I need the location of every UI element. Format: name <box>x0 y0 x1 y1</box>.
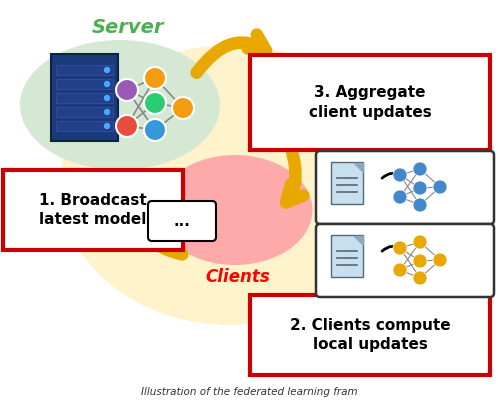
FancyBboxPatch shape <box>56 121 113 131</box>
Circle shape <box>172 97 194 119</box>
FancyBboxPatch shape <box>56 93 113 103</box>
Circle shape <box>144 67 166 89</box>
FancyBboxPatch shape <box>56 107 113 117</box>
Circle shape <box>105 95 110 101</box>
Circle shape <box>433 180 447 194</box>
Circle shape <box>393 241 407 255</box>
Polygon shape <box>354 236 363 245</box>
Circle shape <box>105 124 110 128</box>
Text: 1. Broadcast
latest model: 1. Broadcast latest model <box>39 193 147 227</box>
Circle shape <box>393 263 407 277</box>
FancyBboxPatch shape <box>51 54 118 141</box>
FancyArrowPatch shape <box>286 147 303 202</box>
Circle shape <box>393 190 407 204</box>
Circle shape <box>433 253 447 267</box>
Circle shape <box>413 162 427 176</box>
Circle shape <box>116 79 138 101</box>
FancyBboxPatch shape <box>56 65 113 75</box>
Circle shape <box>413 271 427 285</box>
FancyBboxPatch shape <box>250 295 490 375</box>
FancyBboxPatch shape <box>3 170 183 250</box>
Circle shape <box>105 82 110 86</box>
FancyBboxPatch shape <box>148 201 216 241</box>
Text: Server: Server <box>92 18 164 37</box>
Circle shape <box>413 254 427 268</box>
Ellipse shape <box>157 155 313 265</box>
Circle shape <box>413 181 427 195</box>
FancyArrowPatch shape <box>197 34 266 73</box>
Circle shape <box>393 168 407 182</box>
Text: 3. Aggregate
client updates: 3. Aggregate client updates <box>309 85 431 120</box>
Ellipse shape <box>20 40 220 170</box>
Ellipse shape <box>60 45 400 325</box>
FancyBboxPatch shape <box>316 151 494 224</box>
FancyBboxPatch shape <box>316 224 494 297</box>
FancyBboxPatch shape <box>56 79 113 89</box>
FancyBboxPatch shape <box>331 235 363 277</box>
FancyArrowPatch shape <box>131 212 182 255</box>
Text: Clients: Clients <box>206 268 270 286</box>
FancyBboxPatch shape <box>250 55 490 150</box>
Text: 2. Clients compute
local updates: 2. Clients compute local updates <box>290 318 450 352</box>
FancyBboxPatch shape <box>331 162 363 204</box>
Polygon shape <box>354 163 363 172</box>
Circle shape <box>144 92 166 114</box>
Text: Illustration of the federated learning fram: Illustration of the federated learning f… <box>141 387 357 397</box>
Circle shape <box>144 119 166 141</box>
Circle shape <box>105 109 110 114</box>
Circle shape <box>413 198 427 212</box>
Circle shape <box>105 67 110 72</box>
Circle shape <box>413 235 427 249</box>
Circle shape <box>116 115 138 137</box>
Text: ...: ... <box>174 213 190 229</box>
